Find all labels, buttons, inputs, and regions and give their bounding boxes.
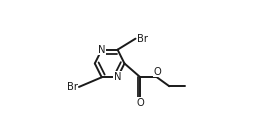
- Text: N: N: [114, 72, 121, 82]
- Text: Br: Br: [137, 34, 148, 44]
- Text: O: O: [153, 67, 161, 77]
- Text: O: O: [136, 98, 144, 108]
- Text: Br: Br: [67, 82, 77, 92]
- Text: N: N: [98, 45, 106, 55]
